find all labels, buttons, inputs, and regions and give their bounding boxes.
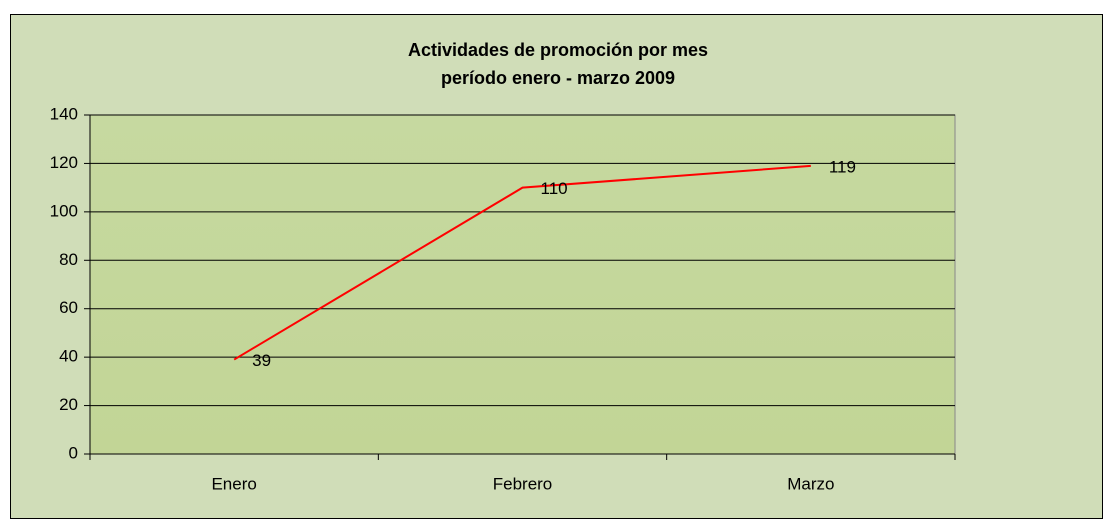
line <box>233 164 811 361</box>
data-label: 110 <box>541 179 568 198</box>
y-tick-label: 40 <box>59 347 78 366</box>
x-tick-label: Febrero <box>493 474 553 493</box>
chart-title: período enero - marzo 2009 <box>441 68 675 88</box>
data-label: 39 <box>252 351 271 370</box>
x-tick-label: Marzo <box>787 474 834 493</box>
y-tick-label: 20 <box>59 395 78 414</box>
y-tick-label: 120 <box>50 153 78 172</box>
y-tick-label: 60 <box>59 298 78 317</box>
y-tick-label: 80 <box>59 250 78 269</box>
y-tick-label: 0 <box>69 443 78 462</box>
y-tick-label: 100 <box>50 201 78 220</box>
x-tick-label: Enero <box>211 474 256 493</box>
data-label: 119 <box>829 157 856 176</box>
plot-area <box>89 114 956 455</box>
chart-title: Actividades de promoción por mes <box>408 40 708 60</box>
y-tick-label: 140 <box>50 104 78 123</box>
